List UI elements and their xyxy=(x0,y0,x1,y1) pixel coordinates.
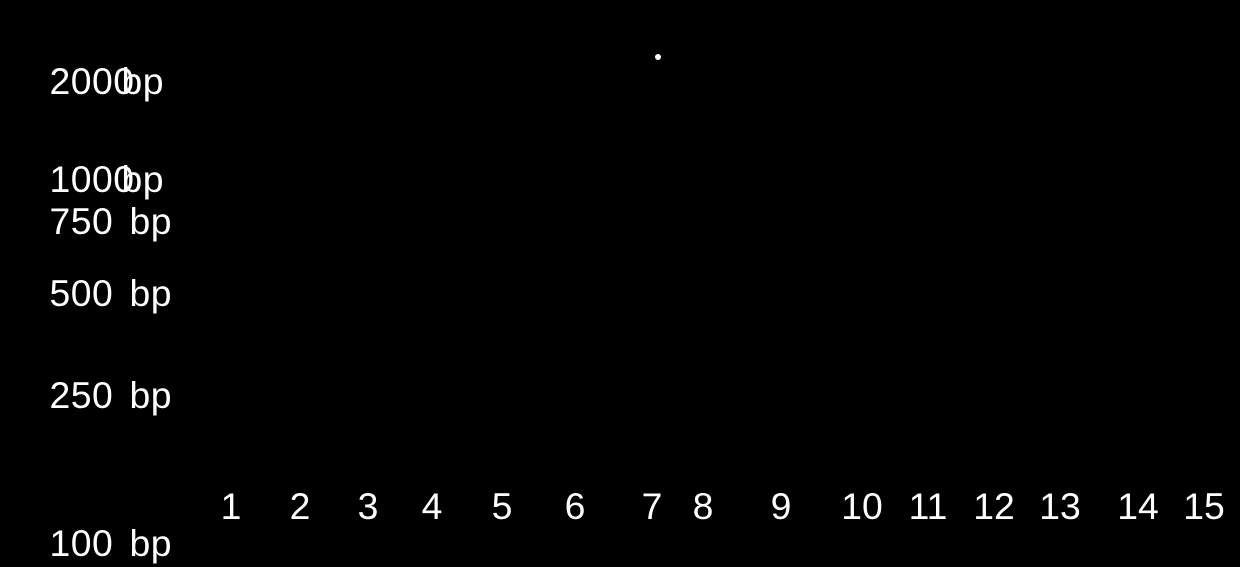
ladder-unit: bp xyxy=(129,377,172,414)
lane-label-7: 7 xyxy=(642,488,663,525)
lane-label-2: 2 xyxy=(290,488,311,525)
lane-label-4: 4 xyxy=(422,488,443,525)
ladder-unit: bp xyxy=(129,203,172,240)
ladder-label-500: 500 bp xyxy=(6,238,172,350)
ladder-label-250: 250 bp xyxy=(6,340,172,452)
lane-label-12: 12 xyxy=(973,488,1015,525)
ladder-value: 750 xyxy=(49,203,107,240)
ladder-unit: bp xyxy=(121,63,164,100)
artifact-speck xyxy=(655,54,661,60)
lane-label-5: 5 xyxy=(492,488,513,525)
gel-background xyxy=(0,0,1240,567)
ladder-value: 100 xyxy=(49,525,107,562)
lane-label-10: 10 xyxy=(841,488,883,525)
lane-label-3: 3 xyxy=(358,488,379,525)
ladder-value: 2000 xyxy=(49,63,119,100)
gel-figure: 2000bp 1000bp 750bp 500bp 250bp 100bp 1 … xyxy=(0,0,1240,567)
ladder-unit: bp xyxy=(129,525,172,562)
ladder-unit: bp xyxy=(129,275,172,312)
ladder-value: 250 xyxy=(49,377,107,414)
lane-label-11: 11 xyxy=(909,488,948,525)
lane-label-14: 14 xyxy=(1117,488,1159,525)
ladder-value: 500 xyxy=(49,275,107,312)
lane-label-15: 15 xyxy=(1183,488,1225,525)
lane-label-13: 13 xyxy=(1039,488,1081,525)
lane-label-9: 9 xyxy=(771,488,792,525)
lane-label-6: 6 xyxy=(565,488,586,525)
ladder-label-2000: 2000bp xyxy=(6,26,164,138)
lane-label-8: 8 xyxy=(693,488,714,525)
lane-label-1: 1 xyxy=(221,488,242,525)
ladder-label-100: 100 bp xyxy=(6,488,172,567)
